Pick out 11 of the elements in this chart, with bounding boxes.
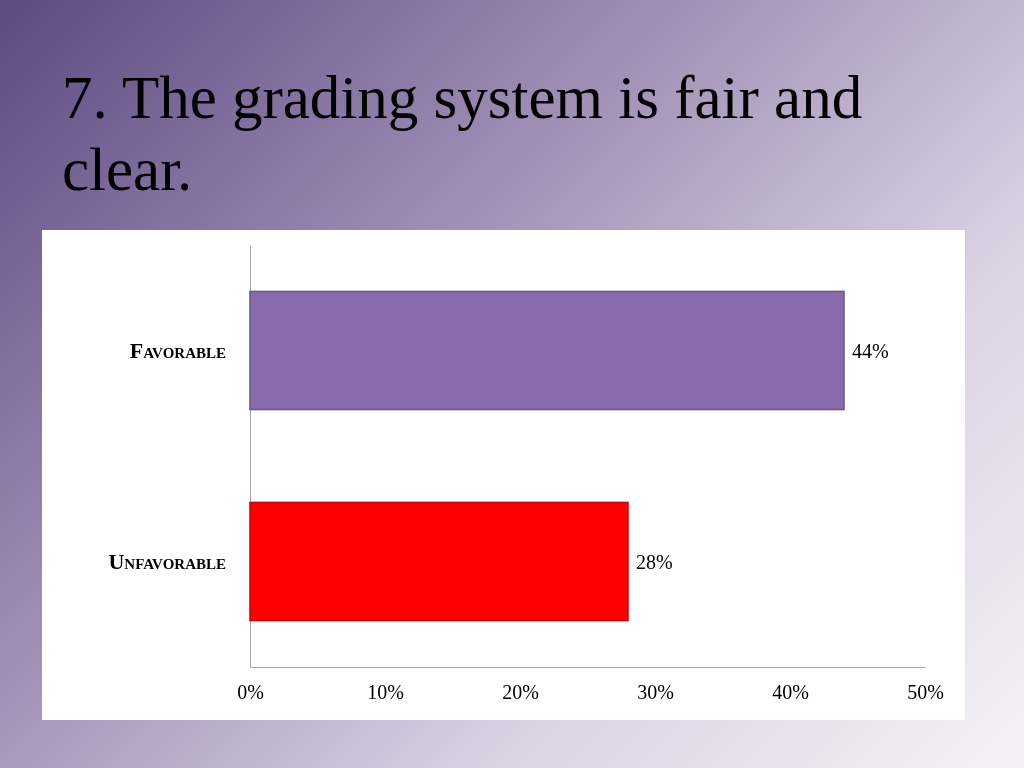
x-tick-label: 0% <box>237 681 264 704</box>
chart-title: 7. The grading system is fair and clear. <box>62 64 863 203</box>
y-tick-label: Favorable <box>129 337 226 363</box>
data-label: 28% <box>636 550 673 573</box>
x-tick-label: 20% <box>502 681 539 704</box>
x-tick-label: 30% <box>637 681 674 704</box>
data-label: 44% <box>852 339 889 362</box>
x-tick-label: 10% <box>367 681 404 704</box>
y-tick-label: Unfavorable <box>108 548 226 574</box>
x-tick-label: 50% <box>907 681 944 704</box>
x-tick-label: 40% <box>772 681 809 704</box>
